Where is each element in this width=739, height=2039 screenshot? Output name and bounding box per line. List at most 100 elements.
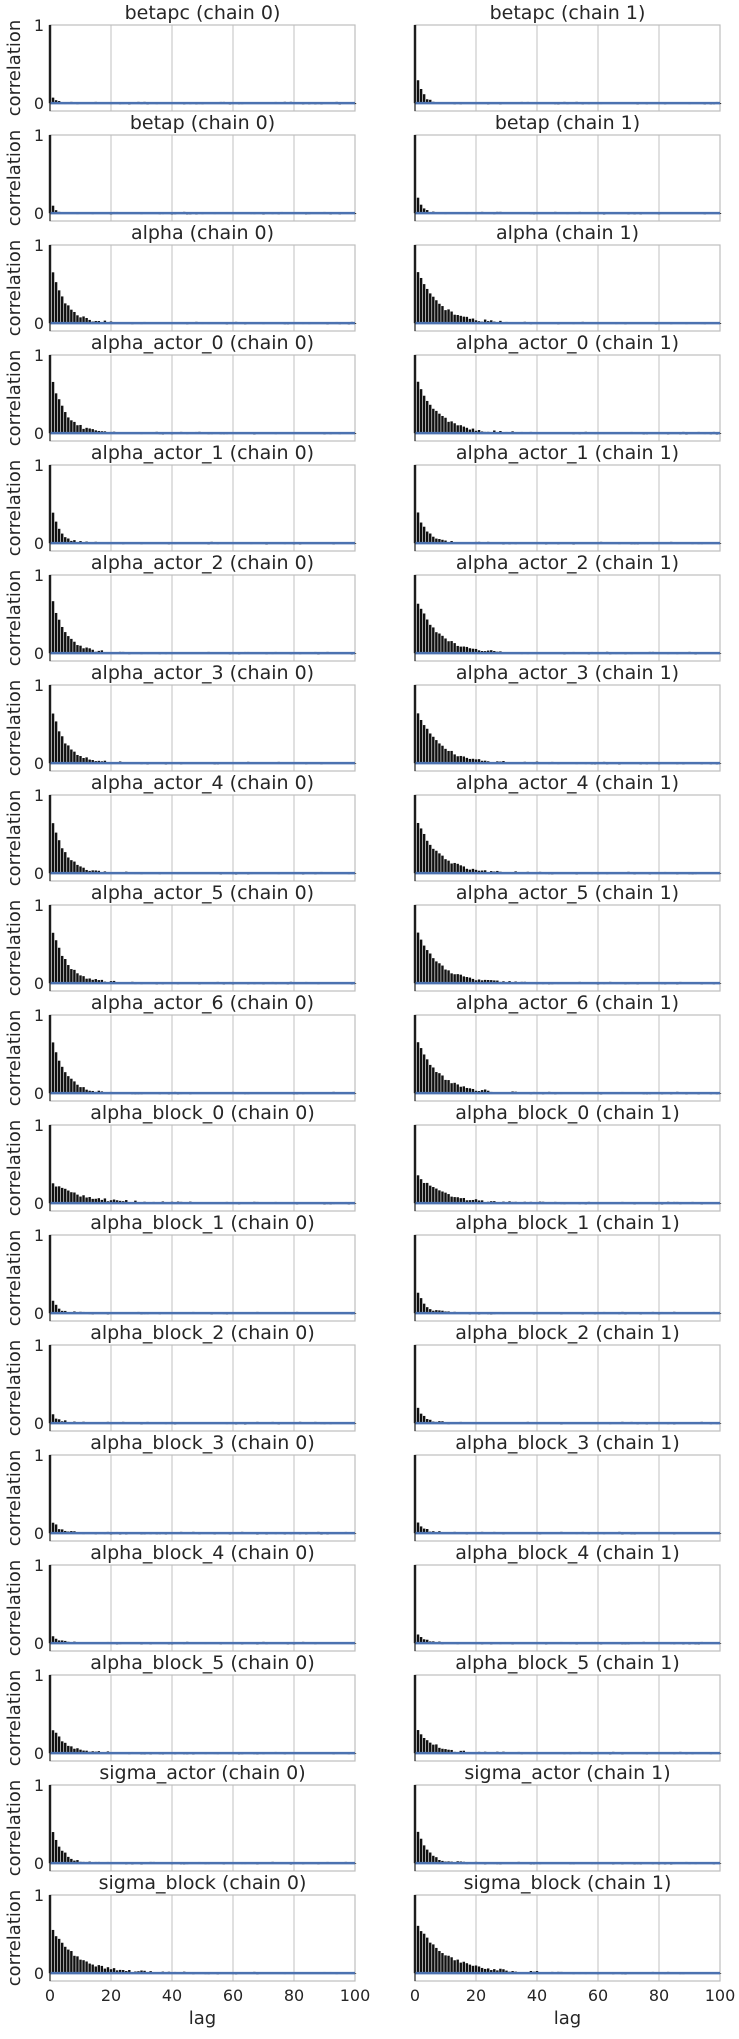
acf-bar [429,293,432,324]
acf-bar [456,756,459,764]
acf-bar [450,863,453,874]
acf-bar [474,1965,478,1974]
panel-title: alpha_block_5 (chain 1) [455,1652,680,1674]
acf-bar [64,412,67,434]
panel-title: alpha_actor_0 (chain 1) [456,332,679,354]
acf-bar [103,320,107,324]
acf-bar [134,1200,137,1204]
y-axis-label: correlation [4,1340,25,1437]
acf-bar [51,713,55,764]
acf-bar [422,1528,426,1534]
y-axis-label: correlation [4,130,25,227]
acf-bar [459,755,462,764]
acf-bar [462,976,466,984]
y-tick-label: 0 [34,204,44,223]
acf-bar [57,1060,61,1094]
x-tick-label: 40 [527,1986,547,2005]
acf-bar [462,426,466,434]
acf-bar [79,756,82,764]
acf-bar [435,410,438,434]
acf-bar [429,733,432,764]
acf-bar [60,533,64,544]
acf-bar [465,1200,469,1204]
acf-bar [441,855,444,874]
acf-bar [57,290,61,324]
panel-title: alpha_actor_1 (chain 1) [456,442,679,464]
acf-bar [60,1640,64,1644]
acf-bar [88,978,91,984]
acf-bar [51,1183,55,1204]
acf-bar [100,1965,104,1974]
acf-bar [85,1089,88,1094]
plot-frame [414,1784,721,1872]
acf-bar [57,1938,61,1974]
acf-bar [419,1637,423,1644]
acf-bar [416,272,420,324]
y-tick-label: 1 [34,456,44,475]
acf-panel: alpha_block_0 (chain 1) [413,1102,722,1212]
acf-bar [450,1083,453,1094]
acf-bar [76,1194,79,1204]
acf-bar [88,1963,91,1974]
acf-bar [416,80,420,104]
panel-title: alpha_actor_5 (chain 1) [456,882,679,904]
acf-bar [94,979,97,984]
acf-bar [85,1197,88,1204]
acf-bar [79,866,82,874]
x-tick-label: 100 [705,1986,736,2005]
acf-panel: alpha_actor_6 (chain 1) [413,992,722,1102]
acf-bar [456,863,459,874]
acf-bar [419,1048,423,1094]
acf-bar [459,1198,462,1204]
acf-bar [422,208,426,214]
acf-bar [444,638,447,654]
plot-frame [49,574,356,662]
acf-bar [88,759,91,764]
acf-panel: alpha_block_3 (chain 0) 0 1 correlation [4,1432,357,1546]
acf-bar [459,646,462,654]
acf-bar [67,745,70,764]
acf-bar [435,1072,438,1094]
acf-bar [422,1415,426,1424]
acf-bar [82,1087,85,1094]
y-axis-label: correlation [4,240,25,337]
y-tick-label: 1 [34,1226,44,1245]
acf-bar [462,646,466,654]
acf-bar [73,641,76,654]
acf-bar [453,754,456,764]
acf-bar [447,1194,450,1204]
acf-panel: betapc (chain 1) [413,2,722,112]
acf-bar [453,643,456,654]
acf-bar [438,413,441,434]
y-axis-label: correlation [4,570,25,667]
y-tick-label: 0 [34,1524,44,1543]
acf-bar [419,1734,423,1754]
panel-title: sigma_actor (chain 1) [464,1762,670,1784]
acf-bar [422,1933,426,1974]
acf-bar [450,311,453,324]
acf-bar [54,1936,58,1974]
acf-bar [57,947,61,984]
acf-bar [76,1860,79,1864]
acf-bar [453,314,456,324]
acf-bar [493,980,496,984]
panel-title: alpha_actor_6 (chain 1) [456,992,679,1014]
acf-bar [438,539,441,544]
plot-frame [49,794,356,882]
acf-bar [64,852,67,874]
acf-bar [450,973,453,984]
acf-bar [422,725,426,764]
acf-bar [76,1956,79,1974]
plot-frame [49,354,356,442]
acf-bar [493,1969,496,1974]
acf-bar [438,303,441,324]
acf-bar [64,632,67,654]
acf-bar [64,959,67,984]
y-axis-label: correlation [4,900,25,997]
acf-bar [60,626,64,654]
acf-bar [51,1832,55,1864]
acf-bar [419,1931,423,1974]
acf-bar [76,1084,79,1094]
acf-bar [429,1419,432,1424]
acf-bar [51,1300,55,1314]
